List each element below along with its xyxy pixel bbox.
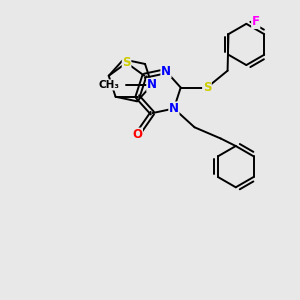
Text: N: N — [169, 102, 179, 115]
Text: N: N — [161, 65, 171, 78]
Text: N: N — [147, 78, 157, 92]
Text: S: S — [122, 56, 131, 69]
Text: CH₃: CH₃ — [99, 80, 120, 90]
Text: S: S — [203, 81, 211, 94]
Text: F: F — [252, 15, 260, 28]
Text: O: O — [132, 128, 142, 141]
